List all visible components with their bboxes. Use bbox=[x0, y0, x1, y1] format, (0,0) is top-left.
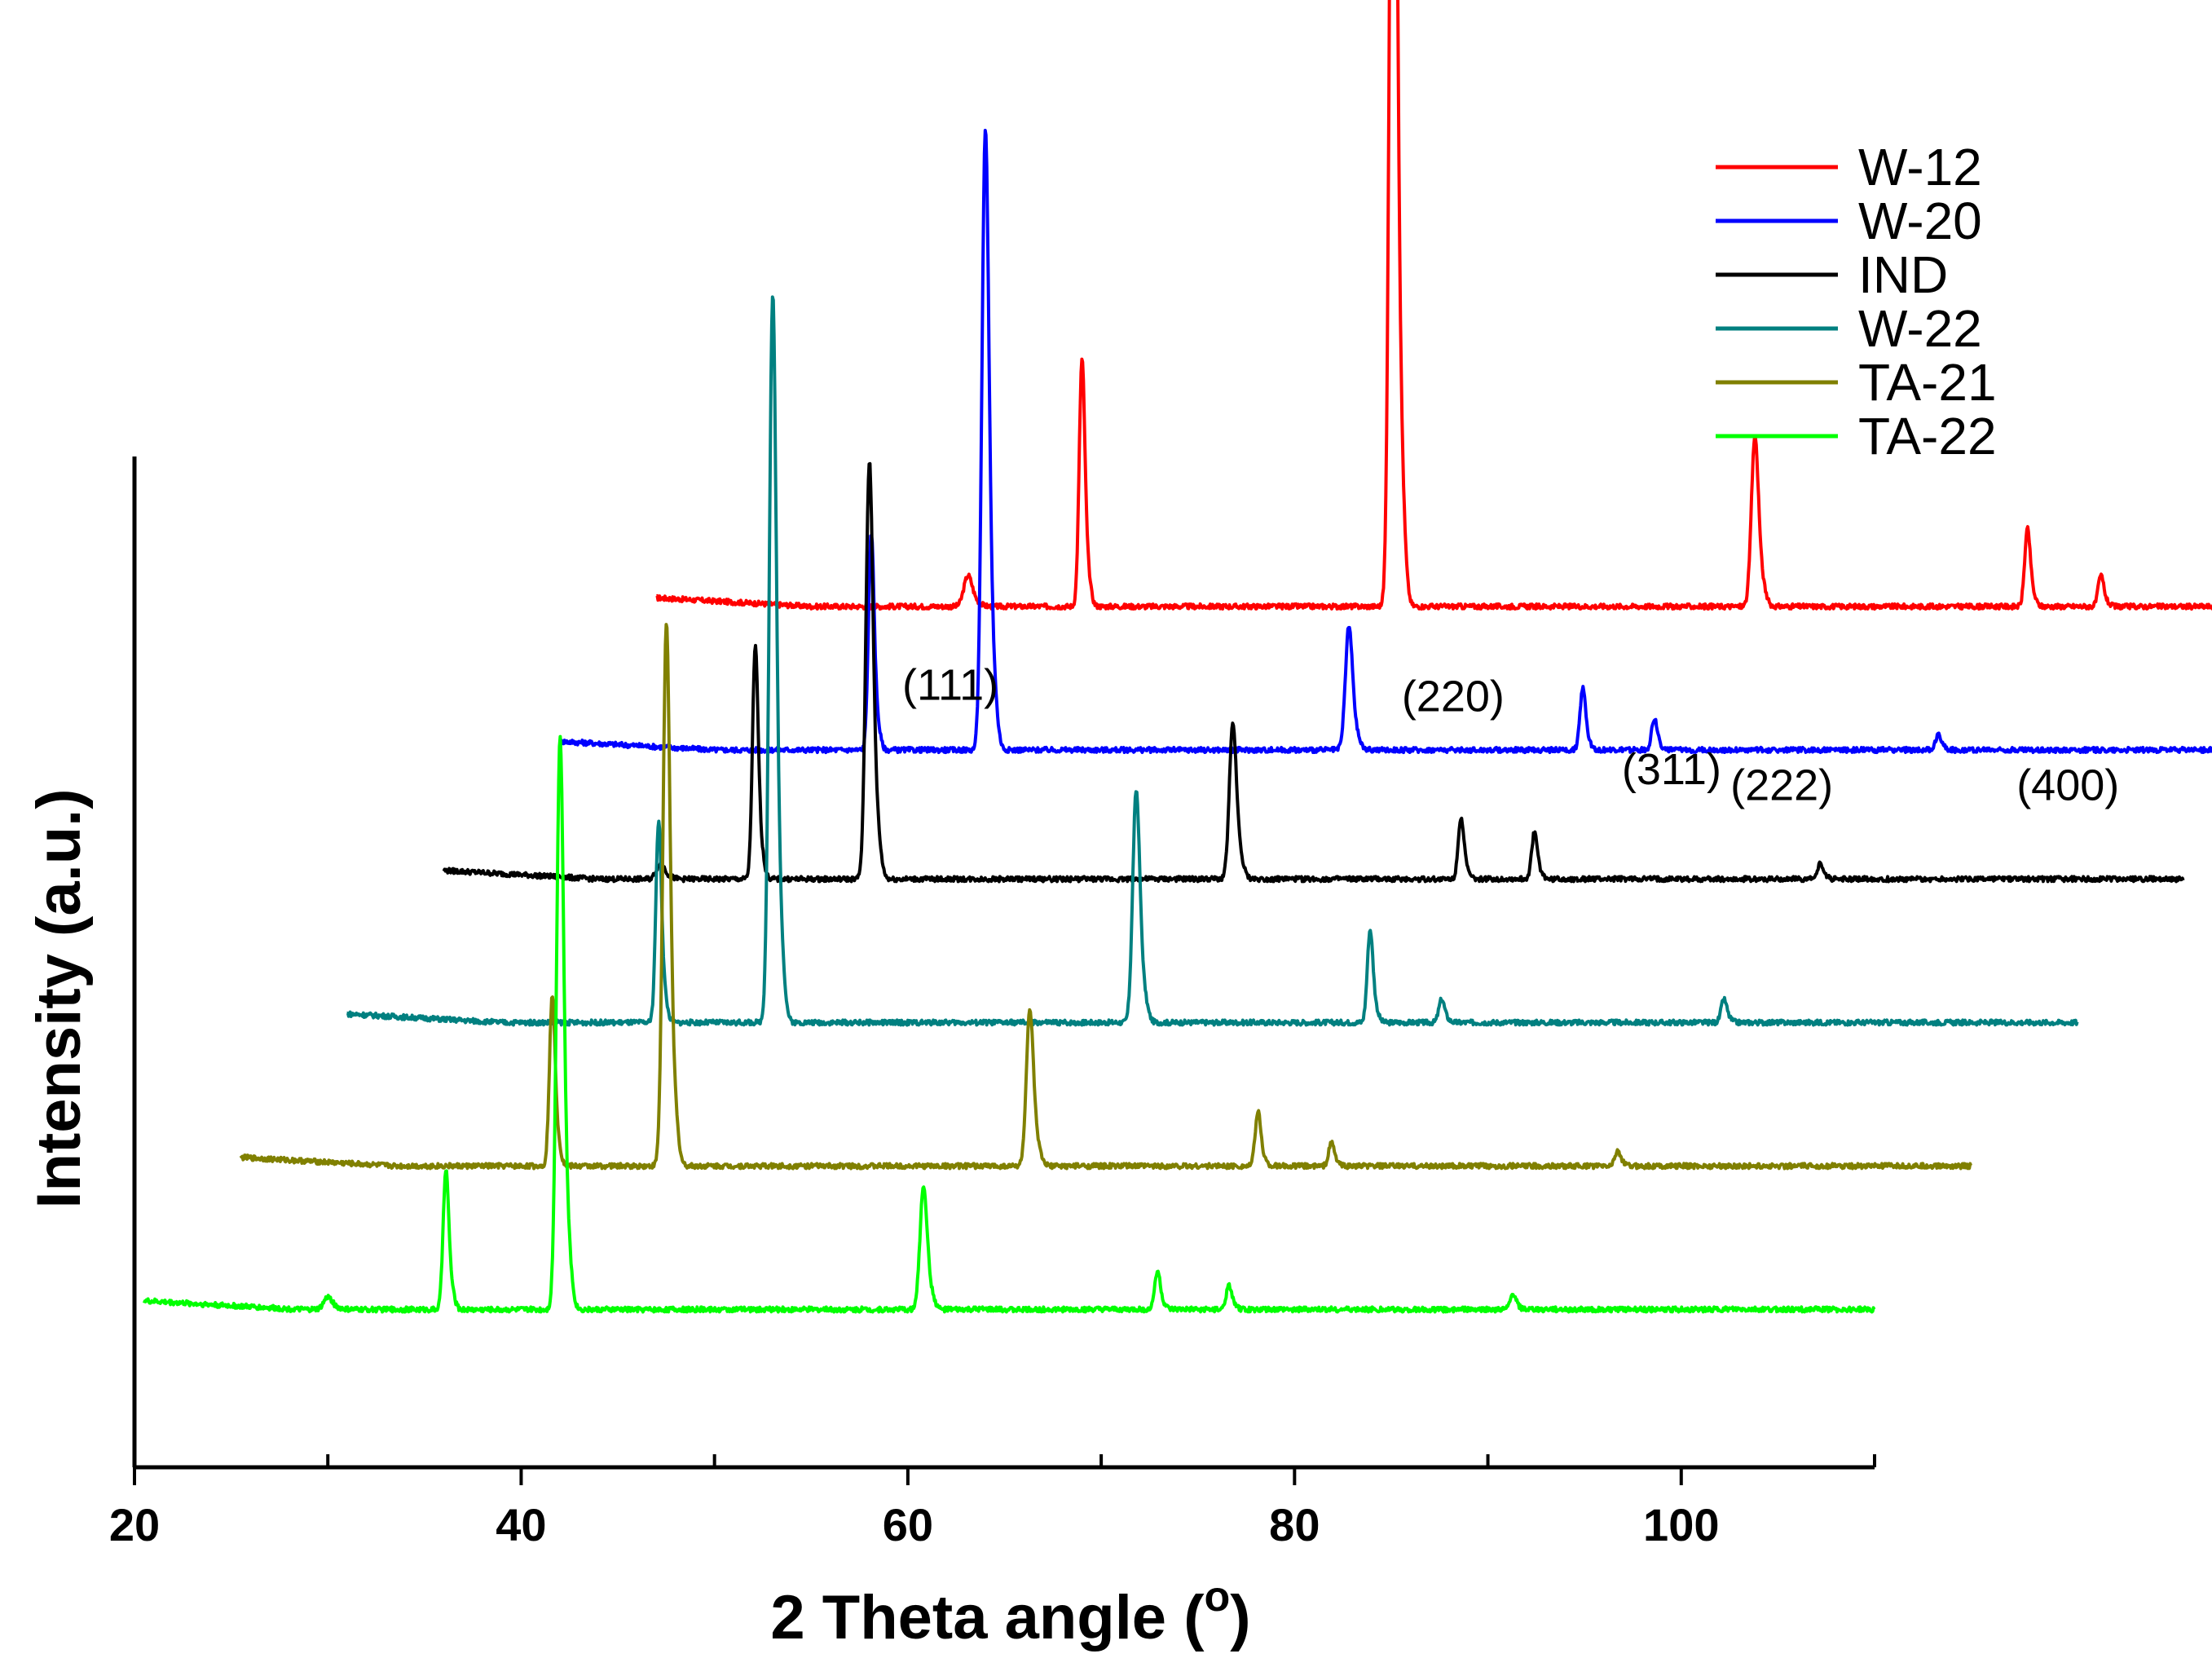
x-tick-label: 80 bbox=[1269, 1499, 1320, 1550]
peak-label: (400) bbox=[2016, 761, 2119, 810]
legend-label-w-12: W-12 bbox=[1858, 138, 1982, 196]
series-line-w-22 bbox=[346, 295, 2079, 1027]
y-axis-title: Intensity (a.u.) bbox=[24, 788, 94, 1208]
x-axis-title-end: ) bbox=[1230, 1583, 1250, 1652]
legend-label-ta-22: TA-22 bbox=[1858, 407, 1997, 465]
series-line-ta-21 bbox=[239, 623, 1972, 1171]
series-line-w-20 bbox=[557, 129, 2212, 755]
legend-label-ta-21: TA-21 bbox=[1858, 353, 1997, 412]
x-tick-label: 40 bbox=[496, 1499, 546, 1550]
x-tick-label: 60 bbox=[883, 1499, 933, 1550]
peak-label: (222) bbox=[1730, 761, 1833, 810]
legend-label-w-22: W-22 bbox=[1858, 299, 1982, 358]
x-axis-title-sup: o bbox=[1205, 1573, 1231, 1621]
legend-label-ind: IND bbox=[1858, 245, 1948, 304]
series-layer bbox=[143, 0, 2212, 1314]
legend-label-w-20: W-20 bbox=[1858, 192, 1982, 250]
x-tick-label: 100 bbox=[1643, 1499, 1719, 1550]
series-line-ind bbox=[442, 461, 2185, 884]
x-tick-label: 20 bbox=[109, 1499, 160, 1550]
x-axis-title: 2 Theta angle (o) bbox=[770, 1573, 1250, 1652]
series-line-w-12 bbox=[655, 0, 2212, 611]
peak-label: (220) bbox=[1402, 672, 1505, 721]
peak-label: (311) bbox=[1622, 745, 1721, 794]
x-axis-title-main: 2 Theta angle ( bbox=[770, 1583, 1205, 1652]
series-line-ta-22 bbox=[143, 734, 1876, 1314]
x-ticks: 20 40 60 80 100 bbox=[109, 1454, 1876, 1550]
axes bbox=[132, 456, 1875, 1470]
peak-label: (111) bbox=[902, 660, 998, 709]
peak-annotations: (200)(111)(220)(311)(222)(400) bbox=[902, 660, 2119, 810]
